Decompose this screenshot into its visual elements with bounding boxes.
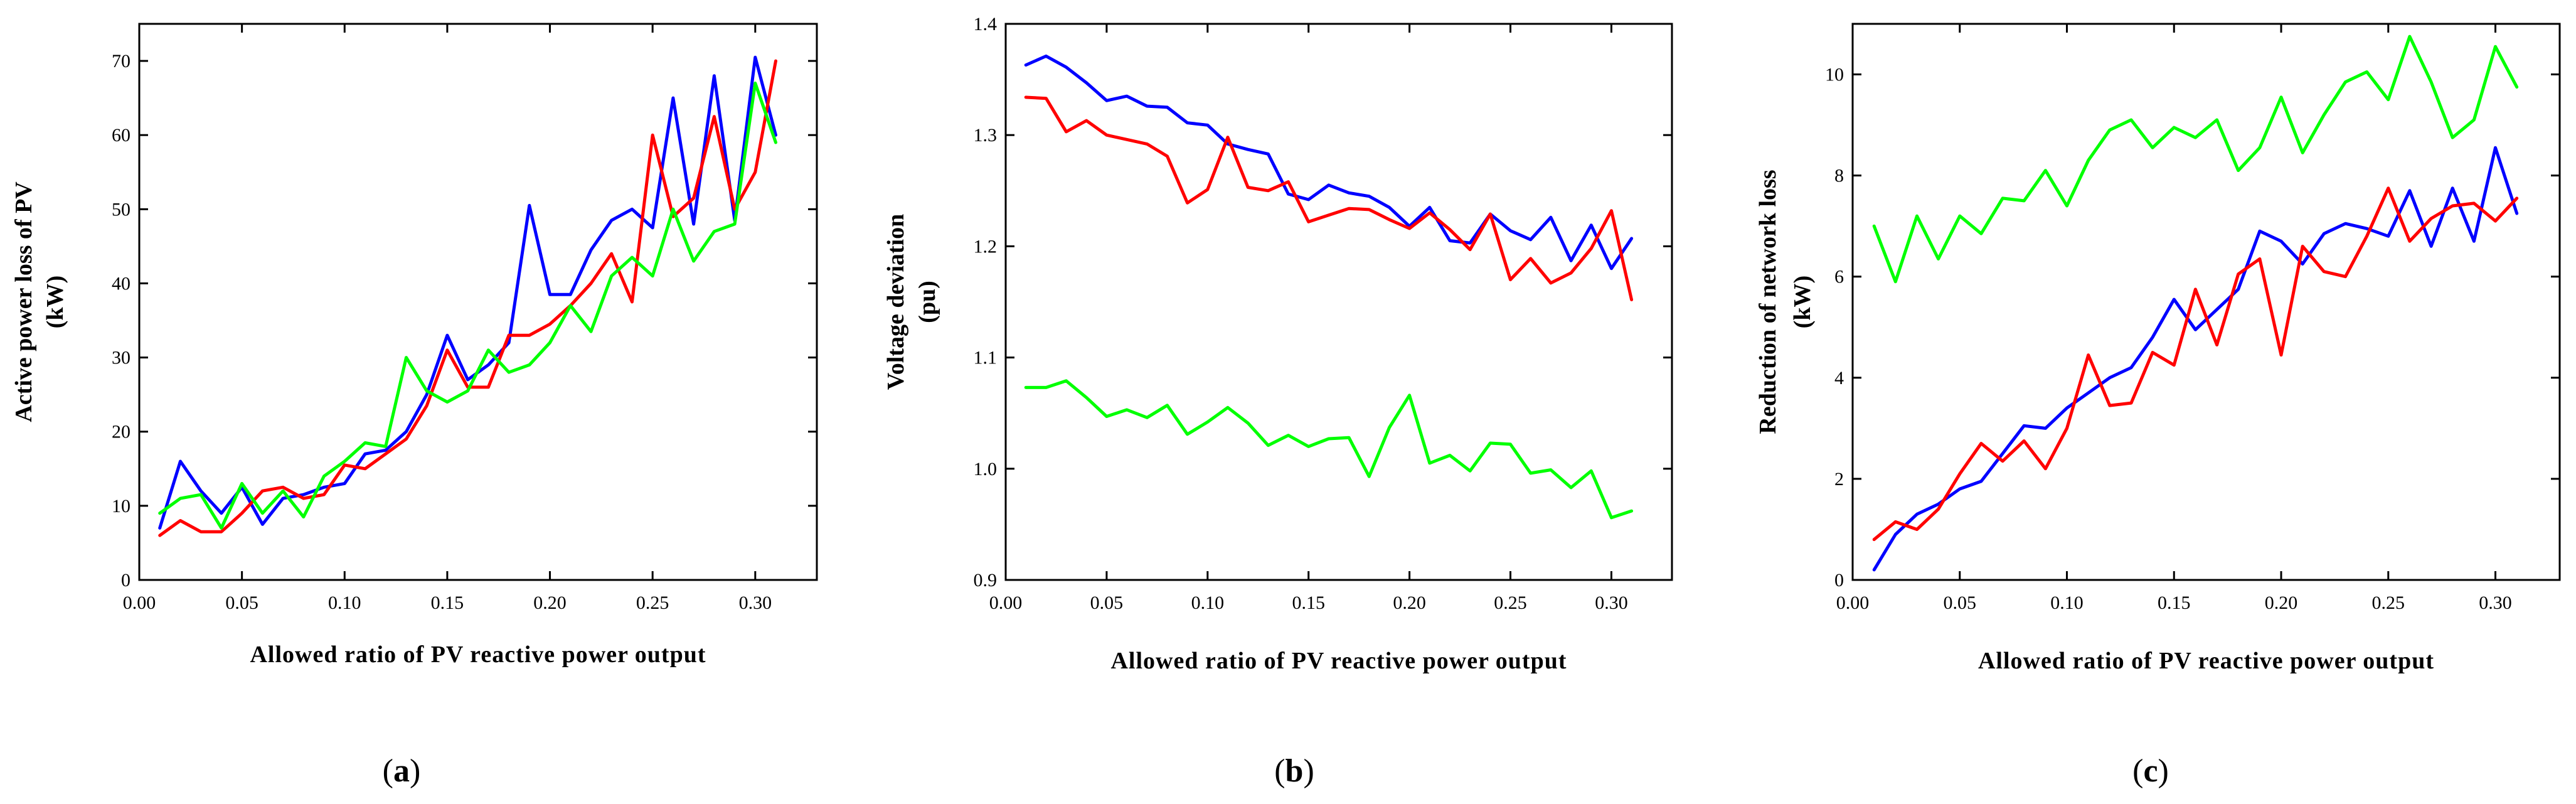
- y-axis-label: Voltage deviation: [883, 214, 909, 390]
- chart-panel-c: 0.00 0.05 0.10 0.15 0.20 0.25 0.30 0 2 4 6 8 10 Allow…: [1755, 23, 2561, 789]
- y-tick-label: 10: [1825, 65, 1844, 85]
- y-tick-label: 10: [112, 496, 130, 517]
- y-tick-label: 50: [112, 199, 130, 220]
- series-line-green: [1024, 379, 1634, 520]
- y-tick-label: 4: [1834, 368, 1844, 389]
- x-tick-label: 0.00: [123, 592, 156, 613]
- y-tick-label: 1.1: [974, 348, 998, 368]
- y-tick-label: 8: [1834, 166, 1844, 186]
- y-tick-label: 70: [112, 51, 130, 72]
- series-line-green: [158, 82, 777, 530]
- series-line-red: [1024, 95, 1634, 301]
- x-tick-label: 0.15: [2158, 592, 2191, 613]
- x-tick-label: 0.20: [533, 592, 567, 613]
- y-tick-label: 1.0: [974, 459, 998, 480]
- y-tick-label: 0: [1834, 570, 1844, 591]
- x-tick-label: 0.30: [739, 592, 772, 613]
- series-line-blue: [1024, 54, 1634, 271]
- y-tick-label: 40: [112, 273, 130, 294]
- panel-label: (c): [2132, 753, 2169, 789]
- x-tick-label: 0.20: [1393, 592, 1426, 613]
- series-line-green: [1872, 35, 2519, 284]
- y-tick-label: 6: [1834, 267, 1844, 287]
- y-axis-unit-label: (pu): [914, 281, 940, 323]
- series-line-red: [158, 59, 777, 537]
- y-tick-label: 0.9: [974, 570, 998, 591]
- chart-panel-a: 0.00 0.05 0.10 0.15 0.20 0.25 0.30 0 10 20 30 40 50 6…: [11, 23, 818, 789]
- plot-frame: [138, 23, 818, 581]
- y-tick-label: 1.2: [974, 236, 998, 257]
- x-tick-label: 0.30: [2479, 592, 2512, 613]
- chart-panel-b: 0.00 0.05 0.10 0.15 0.20 0.25 0.30 0.9 1.0 1.1 1.2…: [883, 14, 1673, 789]
- y-axis-unit-label: (kW): [42, 276, 68, 328]
- x-tick-label: 0.10: [328, 592, 361, 613]
- x-tick-label: 0.25: [2372, 592, 2405, 613]
- y-tick-label: 60: [112, 125, 130, 146]
- x-tick-label: 0.30: [1595, 592, 1628, 613]
- x-tick-label: 0.05: [225, 592, 258, 613]
- y-tick-label: 1.3: [974, 125, 998, 146]
- x-tick-label: 0.15: [431, 592, 464, 613]
- x-tick-label: 0.10: [1191, 592, 1225, 613]
- y-axis-unit-label: (kW): [1789, 276, 1816, 328]
- y-axis-label: Reduction of network loss: [1755, 169, 1781, 434]
- x-tick-label: 0.05: [1944, 592, 1977, 613]
- y-tick-label: 20: [112, 422, 130, 442]
- series-line-blue: [1872, 146, 2519, 572]
- panel-label: (a): [383, 753, 421, 789]
- plot-frame: [1004, 23, 1673, 581]
- x-tick-label: 0.05: [1090, 592, 1124, 613]
- x-tick-label: 0.20: [2265, 592, 2298, 613]
- x-axis-label: Allowed ratio of PV reactive power outpu…: [1110, 648, 1567, 674]
- x-tick-label: 0.10: [2050, 592, 2084, 613]
- y-tick-label: 1.4: [974, 14, 998, 35]
- x-tick-label: 0.00: [989, 592, 1023, 613]
- plot-frame: [1851, 23, 2561, 581]
- y-tick-label: 2: [1834, 469, 1844, 490]
- x-tick-label: 0.25: [636, 592, 669, 613]
- x-axis-label: Allowed ratio of PV reactive power outpu…: [250, 641, 706, 668]
- series-line-blue: [158, 55, 777, 530]
- x-axis-label: Allowed ratio of PV reactive power outpu…: [1978, 648, 2434, 674]
- x-tick-label: 0.15: [1292, 592, 1325, 613]
- x-tick-label: 0.25: [1494, 592, 1527, 613]
- x-tick-label: 0.00: [1836, 592, 1870, 613]
- y-tick-label: 30: [112, 348, 130, 368]
- y-axis-label: Active power loss of PV: [11, 181, 37, 422]
- panel-label: (b): [1274, 753, 1314, 789]
- y-tick-label: 0: [121, 570, 130, 591]
- series-line-red: [1872, 186, 2519, 542]
